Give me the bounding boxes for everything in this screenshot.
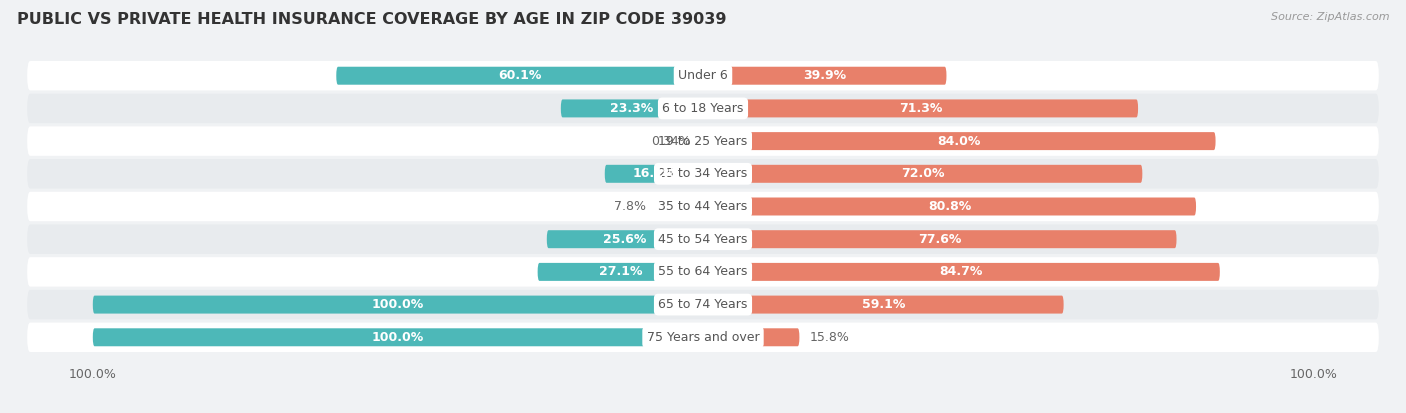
Text: 65 to 74 Years: 65 to 74 Years	[658, 298, 748, 311]
Text: 25 to 34 Years: 25 to 34 Years	[658, 167, 748, 180]
Text: 72.0%: 72.0%	[901, 167, 945, 180]
FancyBboxPatch shape	[703, 263, 1220, 281]
FancyBboxPatch shape	[27, 61, 1379, 90]
Text: 100.0%: 100.0%	[371, 298, 425, 311]
FancyBboxPatch shape	[27, 225, 1379, 254]
FancyBboxPatch shape	[703, 67, 946, 85]
Text: Under 6: Under 6	[678, 69, 728, 82]
Text: 35 to 44 Years: 35 to 44 Years	[658, 200, 748, 213]
Text: 15.8%: 15.8%	[810, 331, 849, 344]
FancyBboxPatch shape	[27, 290, 1379, 319]
Text: 39.9%: 39.9%	[803, 69, 846, 82]
Text: 77.6%: 77.6%	[918, 233, 962, 246]
FancyBboxPatch shape	[703, 100, 1137, 117]
Text: 100.0%: 100.0%	[371, 331, 425, 344]
Text: 55 to 64 Years: 55 to 64 Years	[658, 266, 748, 278]
FancyBboxPatch shape	[703, 328, 800, 346]
FancyBboxPatch shape	[336, 67, 703, 85]
Text: 23.3%: 23.3%	[610, 102, 654, 115]
Text: Source: ZipAtlas.com: Source: ZipAtlas.com	[1271, 12, 1389, 22]
Text: PUBLIC VS PRIVATE HEALTH INSURANCE COVERAGE BY AGE IN ZIP CODE 39039: PUBLIC VS PRIVATE HEALTH INSURANCE COVER…	[17, 12, 727, 27]
Text: 16.1%: 16.1%	[633, 167, 675, 180]
FancyBboxPatch shape	[703, 230, 1177, 248]
Text: 75 Years and over: 75 Years and over	[647, 331, 759, 344]
Text: 71.3%: 71.3%	[898, 102, 942, 115]
Text: 27.1%: 27.1%	[599, 266, 643, 278]
FancyBboxPatch shape	[703, 165, 1142, 183]
FancyBboxPatch shape	[93, 328, 703, 346]
Text: 7.8%: 7.8%	[613, 200, 645, 213]
Text: 60.1%: 60.1%	[498, 69, 541, 82]
FancyBboxPatch shape	[93, 296, 703, 313]
FancyBboxPatch shape	[27, 159, 1379, 188]
FancyBboxPatch shape	[27, 126, 1379, 156]
FancyBboxPatch shape	[561, 100, 703, 117]
Text: 25.6%: 25.6%	[603, 233, 647, 246]
FancyBboxPatch shape	[27, 323, 1379, 352]
Text: 45 to 54 Years: 45 to 54 Years	[658, 233, 748, 246]
FancyBboxPatch shape	[27, 192, 1379, 221]
FancyBboxPatch shape	[703, 296, 1063, 313]
Text: 6 to 18 Years: 6 to 18 Years	[662, 102, 744, 115]
Text: 84.7%: 84.7%	[939, 266, 983, 278]
FancyBboxPatch shape	[27, 94, 1379, 123]
FancyBboxPatch shape	[605, 165, 703, 183]
FancyBboxPatch shape	[655, 197, 703, 216]
FancyBboxPatch shape	[537, 263, 703, 281]
Text: 19 to 25 Years: 19 to 25 Years	[658, 135, 748, 147]
Text: 80.8%: 80.8%	[928, 200, 972, 213]
FancyBboxPatch shape	[27, 257, 1379, 287]
FancyBboxPatch shape	[703, 132, 1216, 150]
FancyBboxPatch shape	[547, 230, 703, 248]
Text: 59.1%: 59.1%	[862, 298, 905, 311]
Text: 84.0%: 84.0%	[938, 135, 981, 147]
Text: 0.34%: 0.34%	[651, 135, 692, 147]
FancyBboxPatch shape	[703, 197, 1197, 216]
